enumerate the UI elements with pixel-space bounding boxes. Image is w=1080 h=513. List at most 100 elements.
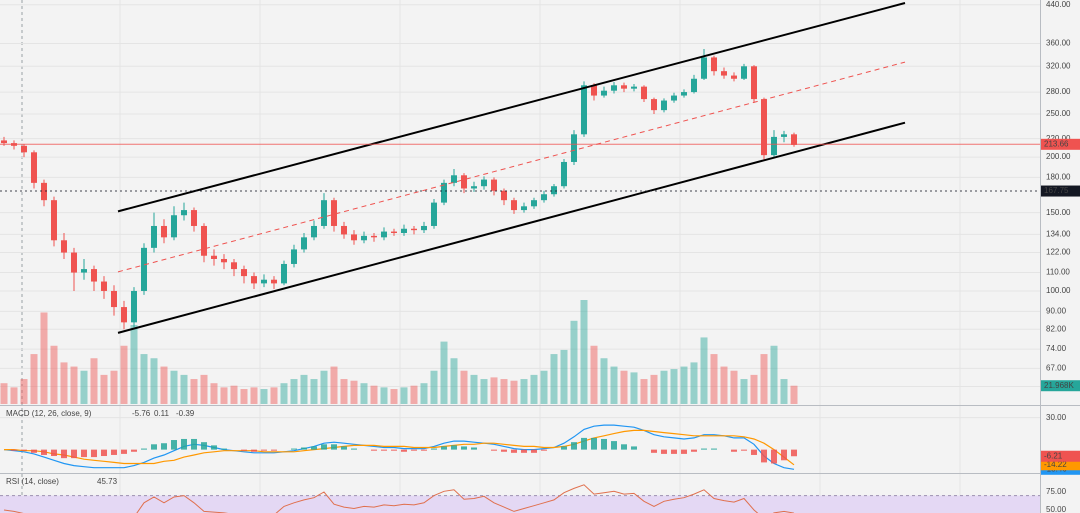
macd-pane [0,417,1040,470]
volume-bar [400,387,408,404]
volume-bar [220,387,228,404]
candle-body [301,237,307,250]
legend-value: -5.76 [132,409,151,418]
histogram-bar [261,449,267,451]
volume-bar [640,379,648,404]
candle-body [201,225,207,256]
candle-body [191,210,197,226]
y-tick-label: 200.00 [1046,152,1071,161]
histogram-bar [141,448,147,450]
histogram-bar [151,444,157,450]
volume-bar [210,383,218,404]
candle-body [711,57,717,72]
candle-body [791,134,797,145]
candle-body [81,269,87,273]
volume-bar [20,379,28,404]
volume-bar [620,370,628,404]
volume-bar [90,358,98,404]
histogram-bar [391,449,397,451]
histogram-bar [581,437,587,450]
volume-bar [730,370,738,404]
volume-bar [700,337,708,404]
macd-line [3,424,795,470]
legend-value: -0.39 [176,409,195,418]
vertical-grid [119,0,961,513]
histogram-bar [271,449,277,451]
histogram-bar [781,449,787,461]
candle-body [541,194,547,201]
candle-body [421,225,427,231]
price-pane [0,2,1040,404]
volume-bar [280,383,288,404]
histogram-bar [771,449,777,464]
volume-bar [370,385,378,404]
histogram-bar [731,449,737,452]
histogram-bar [611,441,617,450]
volume-bar [70,366,78,404]
volume-bar [600,358,608,404]
candle-body [371,235,377,238]
candle-body [481,179,487,187]
volume-bar [270,387,278,404]
candle-body [391,231,397,233]
volume-bar [510,380,518,404]
candle-body [291,249,297,264]
candle-body [71,252,77,273]
volume-bar [590,345,598,404]
axis-tag-label: 21.968K [1044,381,1074,390]
histogram-bar [181,438,187,450]
candle-body [101,281,107,291]
volume-bar [570,320,578,404]
candle-body [261,279,267,284]
candle-body [151,225,157,248]
volume-bar [110,370,118,404]
volume-bar [170,370,178,404]
histogram-bar [491,449,497,451]
histogram-bar [311,446,317,450]
candle-body [761,99,767,156]
volume-bar [150,358,158,404]
candle-body [381,231,387,238]
volume-bar [540,370,548,404]
legend-value: 0.11 [154,409,170,418]
histogram-bar [131,449,137,452]
y-tick-label: 100.00 [1046,286,1071,295]
candle-body [341,225,347,235]
candle-body [211,255,217,259]
histogram-bar [421,449,427,451]
histogram-bar [651,449,657,453]
histogram-bar [241,449,247,451]
rsi-pane [0,484,1040,513]
candle-body [281,263,287,284]
histogram-bar [11,449,17,451]
candle-body [681,92,687,96]
candle-body [751,66,757,100]
candle-body [221,258,227,263]
histogram-bar [531,449,537,453]
histogram-bar [591,437,597,450]
candle-body [721,71,727,76]
volume-bar [160,366,168,404]
volume-bar [790,385,798,404]
histogram-bar [751,449,757,455]
volume-bar [80,370,88,404]
volume-bar [300,374,308,404]
histogram-bar [521,449,527,453]
histogram-bar [111,449,117,455]
histogram-bar [301,447,307,450]
histogram-bar [761,449,767,463]
volume-bar [520,379,528,404]
volume-bar [180,374,188,404]
histogram-bar [211,445,217,450]
volume-bar [410,385,418,404]
histogram-bar [601,438,607,450]
candle-body [621,85,627,89]
volume-bar [340,379,348,404]
pane-title: MACD (12, 26, close, 9) [6,409,92,418]
volume-bar [120,345,128,404]
y-tick-label: 67.00 [1046,363,1067,372]
candle-body [271,279,277,284]
volume-bar [360,383,368,404]
y-tick-label: 110.00 [1046,268,1070,277]
